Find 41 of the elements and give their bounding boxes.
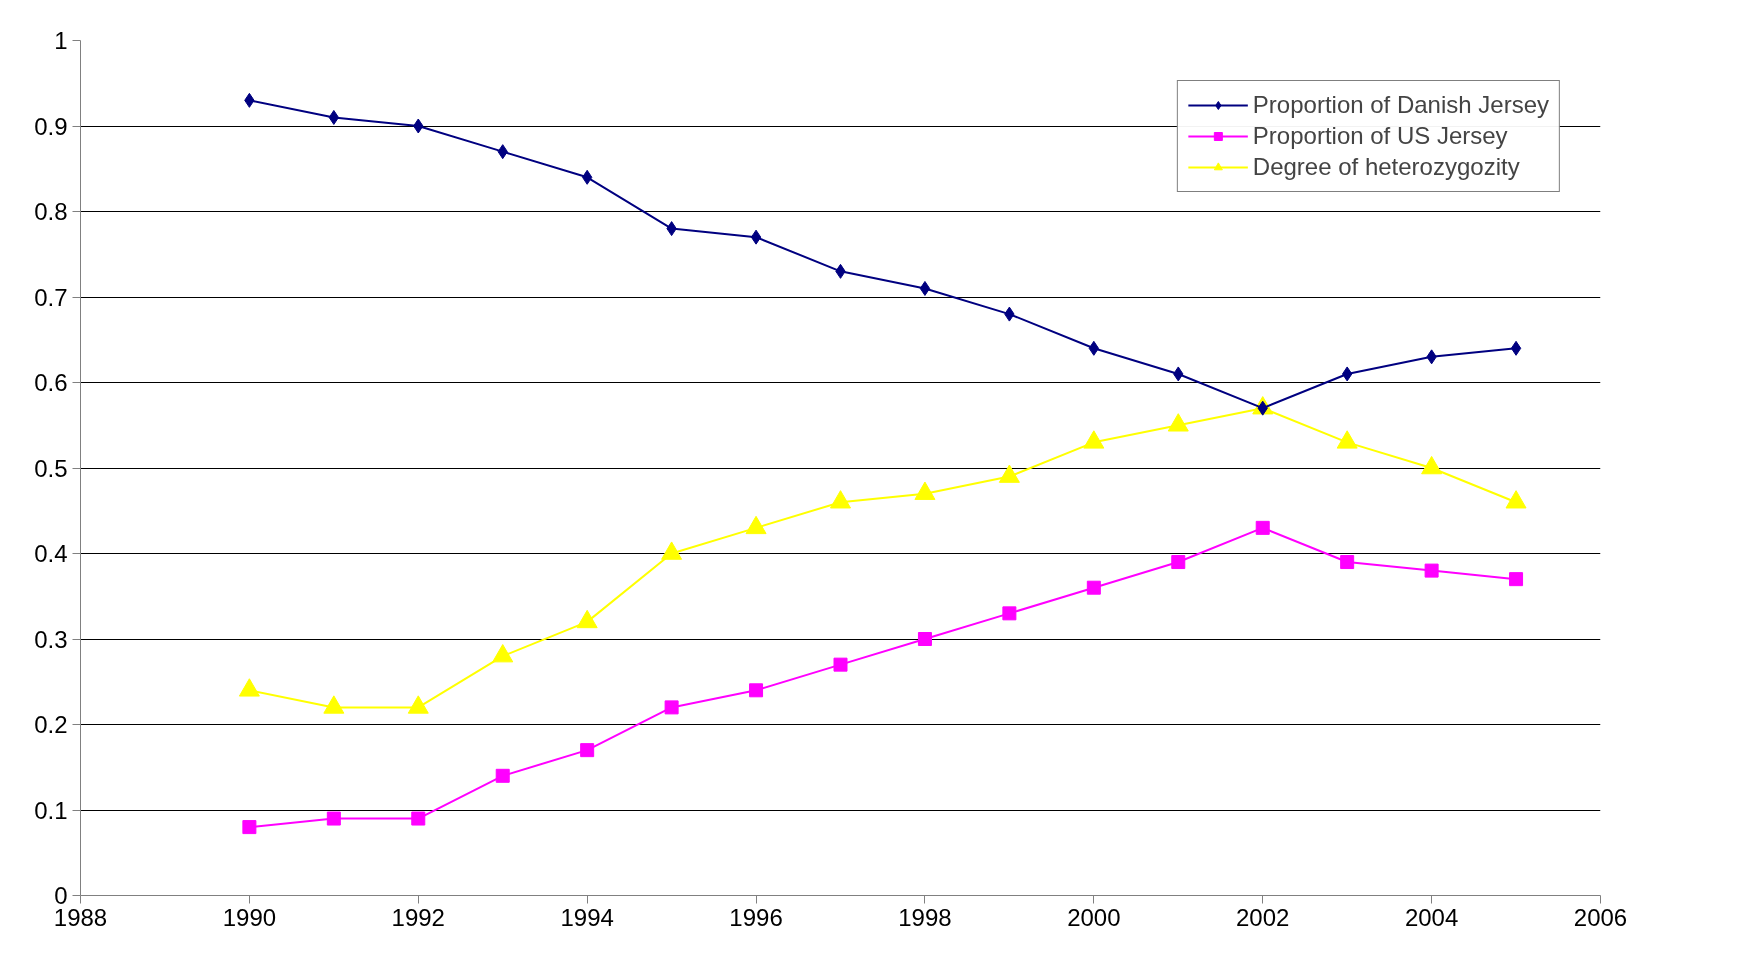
- point: [1086, 580, 1101, 595]
- x-tick-label: 1998: [898, 903, 952, 931]
- x-tick-label: 2006: [1573, 903, 1628, 931]
- x-tick-label: 1996: [729, 903, 783, 931]
- point: [411, 811, 426, 826]
- point: [495, 768, 510, 783]
- point: [1424, 563, 1439, 578]
- y-tick-label: 0.9: [34, 112, 68, 140]
- y-tick-label: 0.3: [34, 625, 68, 653]
- point: [242, 820, 257, 835]
- point: [1340, 555, 1355, 570]
- point: [1171, 555, 1186, 570]
- point: [919, 280, 931, 296]
- y-tick-label: 0.5: [34, 454, 68, 482]
- legend-label: Proportion of US Jersey: [1252, 122, 1508, 150]
- point: [749, 683, 764, 698]
- legend-label: Degree of heterozygozity: [1252, 153, 1520, 181]
- y-tick-label: 0.7: [34, 283, 68, 311]
- point: [1510, 340, 1522, 356]
- point: [664, 700, 679, 715]
- point: [1509, 572, 1524, 587]
- y-tick-label: 0.8: [34, 198, 68, 225]
- x-tick-label: 1994: [560, 903, 614, 931]
- x-tick-label: 1990: [222, 903, 277, 931]
- x-tick-label: 2004: [1404, 903, 1459, 931]
- y-tick-label: 0.4: [34, 540, 68, 567]
- x-tick-label: 2002: [1236, 903, 1290, 931]
- point: [1255, 520, 1270, 535]
- y-tick-label: 0.2: [34, 711, 68, 738]
- point: [1002, 606, 1017, 621]
- x-tick-label: 1992: [391, 903, 445, 931]
- point: [833, 657, 848, 672]
- y-tick-label: 0.1: [34, 796, 68, 824]
- legend-label: Proportion of Danish Jersey: [1252, 91, 1549, 119]
- y-tick-label: 0.6: [34, 369, 68, 396]
- y-tick-label: 1: [54, 27, 68, 54]
- point: [580, 743, 595, 758]
- point: [917, 632, 932, 646]
- point: [750, 229, 762, 245]
- x-tick-label: 2000: [1067, 903, 1121, 931]
- point: [326, 811, 341, 826]
